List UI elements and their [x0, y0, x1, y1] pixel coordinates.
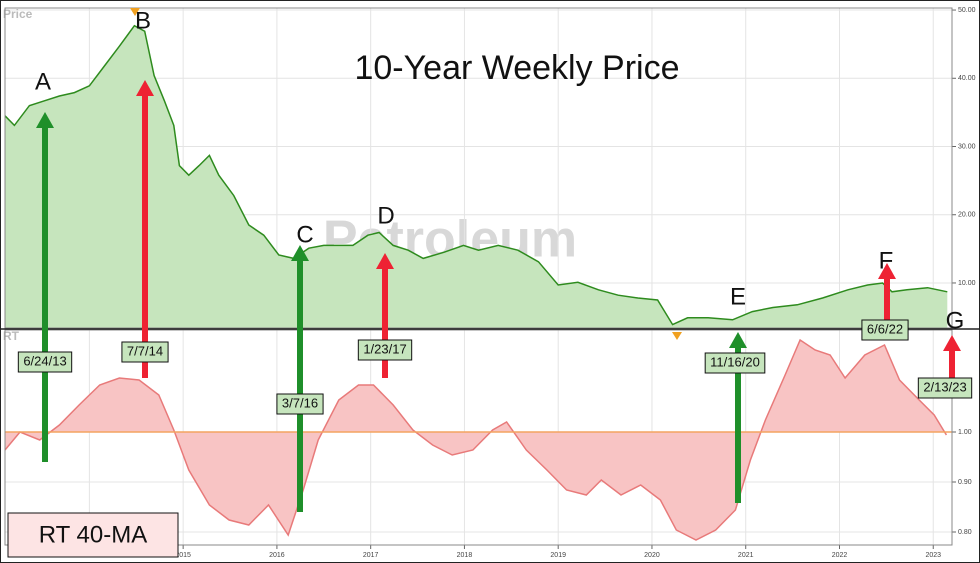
- arrow-head: [729, 332, 747, 348]
- arrow-head: [878, 263, 896, 279]
- x-tick-label: 2015: [175, 552, 191, 559]
- annotation-date: 6/24/13: [23, 353, 66, 368]
- series-line: [4, 338, 948, 541]
- marker: [672, 332, 682, 340]
- annotation-date: 1/23/17: [363, 341, 406, 356]
- annotation-letter: E: [730, 283, 746, 310]
- date-box: [17, 351, 73, 373]
- annotation-date: 6/6/22: [867, 321, 903, 336]
- x-tick-label: 2023: [925, 552, 941, 559]
- arrow-head: [943, 335, 961, 351]
- arrow-head: [36, 112, 54, 128]
- y-tick-label: 0.80: [958, 529, 972, 536]
- legend-box: [7, 512, 179, 558]
- x-tick-label: 2017: [363, 552, 379, 559]
- arrow-head: [136, 80, 154, 96]
- annotation-date: 7/7/14: [127, 343, 163, 358]
- x-tick-label: 2016: [269, 552, 285, 559]
- y-tick-label: 30.00: [958, 143, 976, 150]
- y-tick-label: 1.00: [958, 429, 972, 436]
- panel-label: RT: [3, 329, 20, 343]
- y-tick-label: 40.00: [958, 75, 976, 82]
- x-tick-label: 2018: [457, 552, 473, 559]
- date-box: [917, 377, 973, 399]
- annotation-date: 2/13/23: [923, 379, 966, 394]
- marker: [130, 8, 140, 16]
- annotation-date: 3/7/16: [282, 395, 318, 410]
- x-tick-label: 2021: [738, 552, 754, 559]
- arrow-head: [291, 245, 309, 261]
- y-tick-label: 20.00: [958, 212, 976, 219]
- plot-layer: Petroleum10.0020.0030.0040.0050.00Price0…: [0, 7, 980, 559]
- date-box: [121, 341, 169, 363]
- annotation-date: 11/16/20: [710, 354, 760, 369]
- date-box: [276, 393, 324, 415]
- y-tick-label: 0.90: [958, 479, 972, 486]
- annotation-letter: A: [35, 68, 51, 95]
- annotation-letter: D: [377, 202, 394, 229]
- panel-border: [4, 7, 953, 329]
- date-box: [704, 352, 766, 374]
- annotation-letter: C: [296, 221, 313, 248]
- area: [5, 25, 948, 328]
- arrow-head: [376, 253, 394, 269]
- x-tick-label: 2019: [550, 552, 566, 559]
- panel-label: Price: [3, 7, 33, 21]
- date-box: [861, 319, 909, 341]
- annotation-letter: G: [946, 307, 965, 334]
- y-tick-label: 10.00: [958, 280, 976, 287]
- y-tick-label: 50.00: [958, 7, 976, 14]
- legend-label: RT 40-MA: [39, 521, 147, 548]
- annotation-letter: F: [879, 247, 894, 274]
- area: [5, 340, 947, 540]
- x-tick-label: 2020: [644, 552, 660, 559]
- chart-title: 10-Year Weekly Price: [354, 49, 679, 87]
- x-tick-label: 2022: [832, 552, 848, 559]
- panel-border: [4, 329, 953, 546]
- date-box: [357, 339, 413, 361]
- series-line: [4, 24, 948, 326]
- annotation-letter: B: [135, 7, 151, 34]
